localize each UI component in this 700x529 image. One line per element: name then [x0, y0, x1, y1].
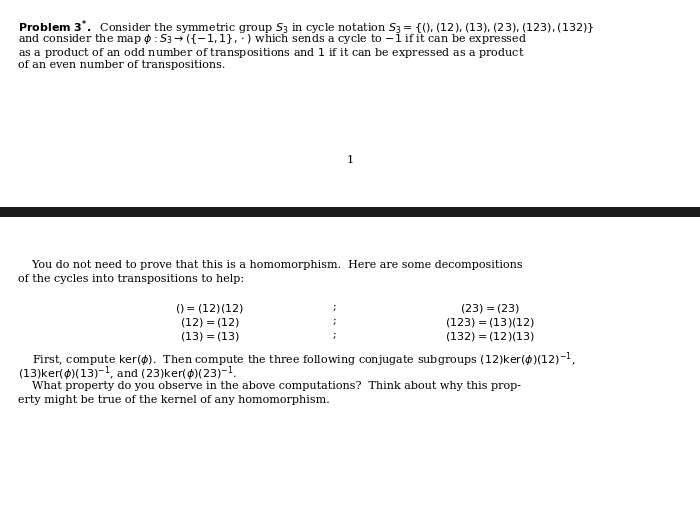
Text: of the cycles into transpositions to help:: of the cycles into transpositions to hel… — [18, 274, 244, 284]
Text: $\mathbf{Problem\ 3^{*}.}$  Consider the symmetric group $S_3$ in cycle notation: $\mathbf{Problem\ 3^{*}.}$ Consider the … — [18, 18, 594, 37]
Text: You do not need to prove that this is a homomorphism.  Here are some decompositi: You do not need to prove that this is a … — [18, 260, 523, 270]
Text: $() = (12)(12)$: $() = (12)(12)$ — [176, 302, 244, 315]
Text: ;: ; — [333, 316, 337, 326]
Text: ;: ; — [333, 302, 337, 312]
Text: of an even number of transpositions.: of an even number of transpositions. — [18, 60, 225, 70]
Text: $(23) = (23)$: $(23) = (23)$ — [460, 302, 520, 315]
Text: $(132) = (12)(13)$: $(132) = (12)(13)$ — [444, 330, 536, 343]
Bar — [0, 207, 700, 217]
Text: 1: 1 — [346, 155, 354, 165]
Text: erty might be true of the kernel of any homomorphism.: erty might be true of the kernel of any … — [18, 395, 330, 405]
Text: ;: ; — [333, 330, 337, 340]
Text: $(13)\ker(\phi)(13)^{-1}$, and $(23)\ker(\phi)(23)^{-1}$.: $(13)\ker(\phi)(13)^{-1}$, and $(23)\ker… — [18, 364, 237, 382]
Text: as a product of an odd number of transpositions and $1$ if it can be expressed a: as a product of an odd number of transpo… — [18, 46, 524, 60]
Text: $(13) = (13)$: $(13) = (13)$ — [180, 330, 240, 343]
Text: First, compute $\ker(\phi)$.  Then compute the three following conjugate subgrou: First, compute $\ker(\phi)$. Then comput… — [18, 350, 575, 369]
Text: and consider the map $\phi : S_3 \rightarrow (\{-1, 1\}, \cdot)$ which sends a c: and consider the map $\phi : S_3 \righta… — [18, 32, 527, 46]
Text: $(12) = (12)$: $(12) = (12)$ — [180, 316, 240, 329]
Text: What property do you observe in the above computations?  Think about why this pr: What property do you observe in the abov… — [18, 381, 521, 391]
Text: $(123) = (13)(12)$: $(123) = (13)(12)$ — [444, 316, 536, 329]
